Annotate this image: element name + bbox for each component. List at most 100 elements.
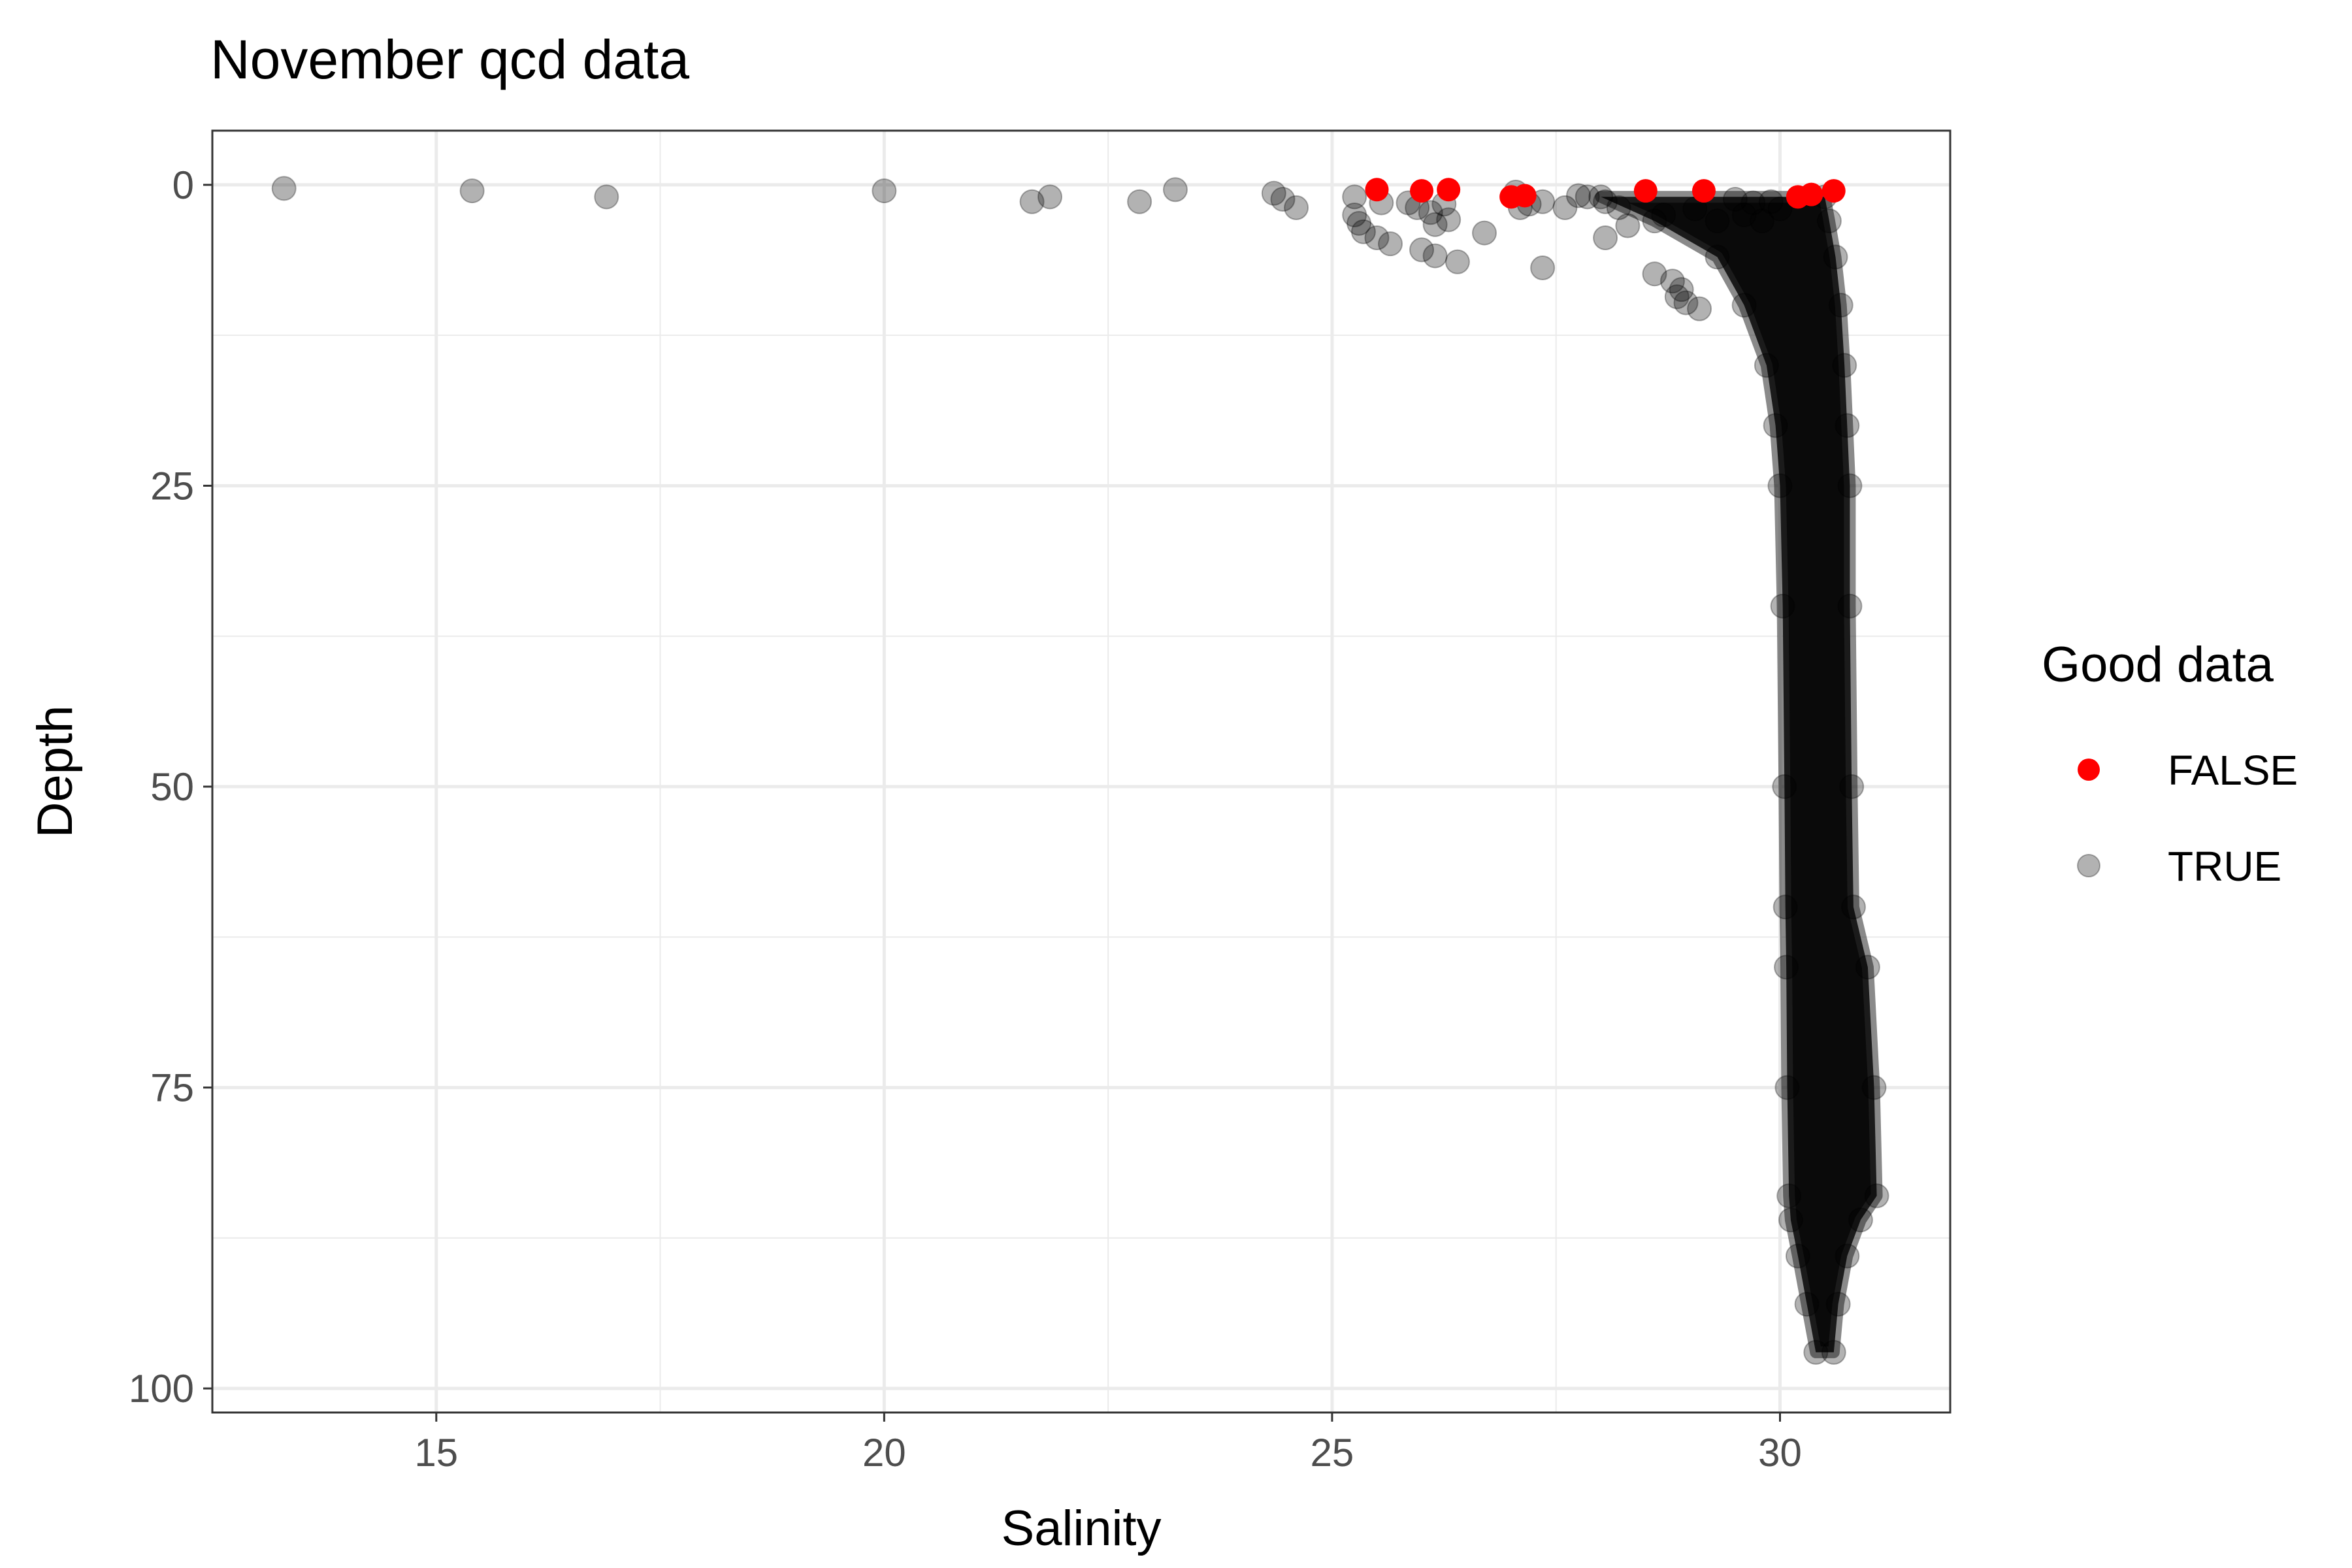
true-point bbox=[1342, 202, 1367, 227]
true-point bbox=[1162, 177, 1188, 203]
false-point bbox=[1633, 179, 1658, 203]
true-point bbox=[1828, 293, 1854, 318]
true-point bbox=[1651, 202, 1676, 227]
false-point bbox=[1410, 179, 1434, 203]
false-point bbox=[1691, 179, 1716, 203]
true-point bbox=[1855, 955, 1880, 980]
true-point bbox=[1378, 231, 1403, 257]
true-point bbox=[1642, 261, 1667, 287]
true-point bbox=[1347, 210, 1372, 236]
true-point bbox=[1785, 1243, 1810, 1269]
points-false bbox=[1365, 178, 1846, 209]
false-point bbox=[1437, 178, 1461, 202]
true-point bbox=[1364, 225, 1390, 250]
y-tick-label: 75 bbox=[150, 1066, 194, 1110]
true-point bbox=[1664, 284, 1690, 310]
true-point bbox=[1575, 184, 1600, 210]
true-point bbox=[1687, 296, 1712, 321]
true-point bbox=[1832, 353, 1857, 378]
true-point bbox=[1606, 195, 1631, 220]
plot-panel-background bbox=[212, 131, 1950, 1413]
true-point bbox=[1778, 1207, 1803, 1233]
points-true bbox=[271, 176, 1793, 321]
false-point bbox=[1799, 182, 1823, 206]
true-point bbox=[1418, 200, 1443, 225]
true-point bbox=[271, 176, 297, 201]
true-point bbox=[1731, 202, 1757, 227]
y-axis-title: Depth bbox=[27, 706, 83, 838]
true-point bbox=[1588, 184, 1614, 210]
true-point bbox=[1722, 187, 1748, 212]
true-point bbox=[1530, 255, 1556, 281]
true-point bbox=[1019, 189, 1045, 214]
x-tick-label: 15 bbox=[414, 1431, 458, 1475]
true-point bbox=[459, 178, 485, 204]
true-point bbox=[1864, 1183, 1889, 1209]
x-axis: 15 20 25 30 bbox=[414, 1413, 1802, 1475]
y-tick-label: 100 bbox=[129, 1367, 194, 1411]
true-point bbox=[1673, 290, 1699, 316]
legend-key-true bbox=[2077, 854, 2100, 877]
true-point bbox=[1758, 189, 1784, 214]
x-tick-label: 25 bbox=[1311, 1431, 1354, 1475]
x-tick-label: 20 bbox=[862, 1431, 906, 1475]
true-point bbox=[1803, 1339, 1829, 1365]
true-point bbox=[1774, 1075, 1800, 1100]
true-point bbox=[1750, 208, 1775, 234]
true-point bbox=[1770, 593, 1795, 619]
legend: Good data FALSE TRUE bbox=[2042, 637, 2298, 890]
legend-label-false: FALSE bbox=[2168, 747, 2298, 794]
true-point bbox=[1772, 894, 1798, 920]
true-point bbox=[1615, 213, 1641, 238]
true-point bbox=[1837, 593, 1863, 619]
x-tick-label: 30 bbox=[1758, 1431, 1802, 1475]
y-tick-label: 0 bbox=[172, 163, 194, 207]
false-point bbox=[1365, 178, 1389, 202]
true-point bbox=[1422, 212, 1448, 237]
true-point bbox=[1767, 196, 1793, 221]
true-point bbox=[1261, 180, 1286, 206]
true-point bbox=[1593, 189, 1618, 214]
legend-key-false bbox=[2078, 759, 2100, 781]
plot-panel-border bbox=[211, 129, 1952, 1414]
legend-label-true: TRUE bbox=[2168, 843, 2281, 890]
true-point bbox=[1839, 774, 1865, 800]
true-point bbox=[1669, 277, 1694, 302]
true-point bbox=[1816, 208, 1842, 234]
true-point bbox=[1794, 1292, 1820, 1317]
y-tick-label: 50 bbox=[150, 765, 194, 809]
true-point bbox=[1825, 1292, 1851, 1317]
true-point bbox=[1754, 353, 1779, 378]
true-point bbox=[1840, 894, 1866, 920]
true-point bbox=[1127, 189, 1152, 214]
true-point bbox=[1848, 1207, 1873, 1233]
true-point bbox=[1821, 1339, 1846, 1365]
y-tick-label: 25 bbox=[150, 464, 194, 508]
true-point bbox=[1763, 413, 1788, 438]
true-point bbox=[1774, 955, 1799, 980]
true-point bbox=[1593, 225, 1618, 250]
false-point bbox=[1512, 184, 1537, 208]
true-point bbox=[1740, 190, 1766, 216]
legend-title: Good data bbox=[2042, 637, 2274, 693]
true-density-band bbox=[1588, 184, 1889, 1365]
true-point bbox=[1837, 473, 1863, 498]
true-point bbox=[1552, 195, 1578, 220]
true-point bbox=[872, 178, 897, 204]
true-point bbox=[1284, 195, 1309, 220]
true-point bbox=[1835, 413, 1860, 438]
true-point bbox=[1731, 293, 1757, 318]
true-point bbox=[1422, 243, 1448, 269]
true-point bbox=[594, 184, 619, 210]
true-point bbox=[1270, 187, 1296, 212]
true-point bbox=[1705, 208, 1730, 234]
true-point bbox=[1342, 184, 1367, 210]
true-point bbox=[1835, 1243, 1860, 1269]
true-point bbox=[1659, 269, 1685, 294]
false-point bbox=[1821, 179, 1846, 203]
true-point bbox=[1436, 207, 1462, 233]
true-point bbox=[1823, 244, 1848, 270]
true-point bbox=[1776, 1183, 1802, 1209]
true-point bbox=[1565, 183, 1591, 208]
